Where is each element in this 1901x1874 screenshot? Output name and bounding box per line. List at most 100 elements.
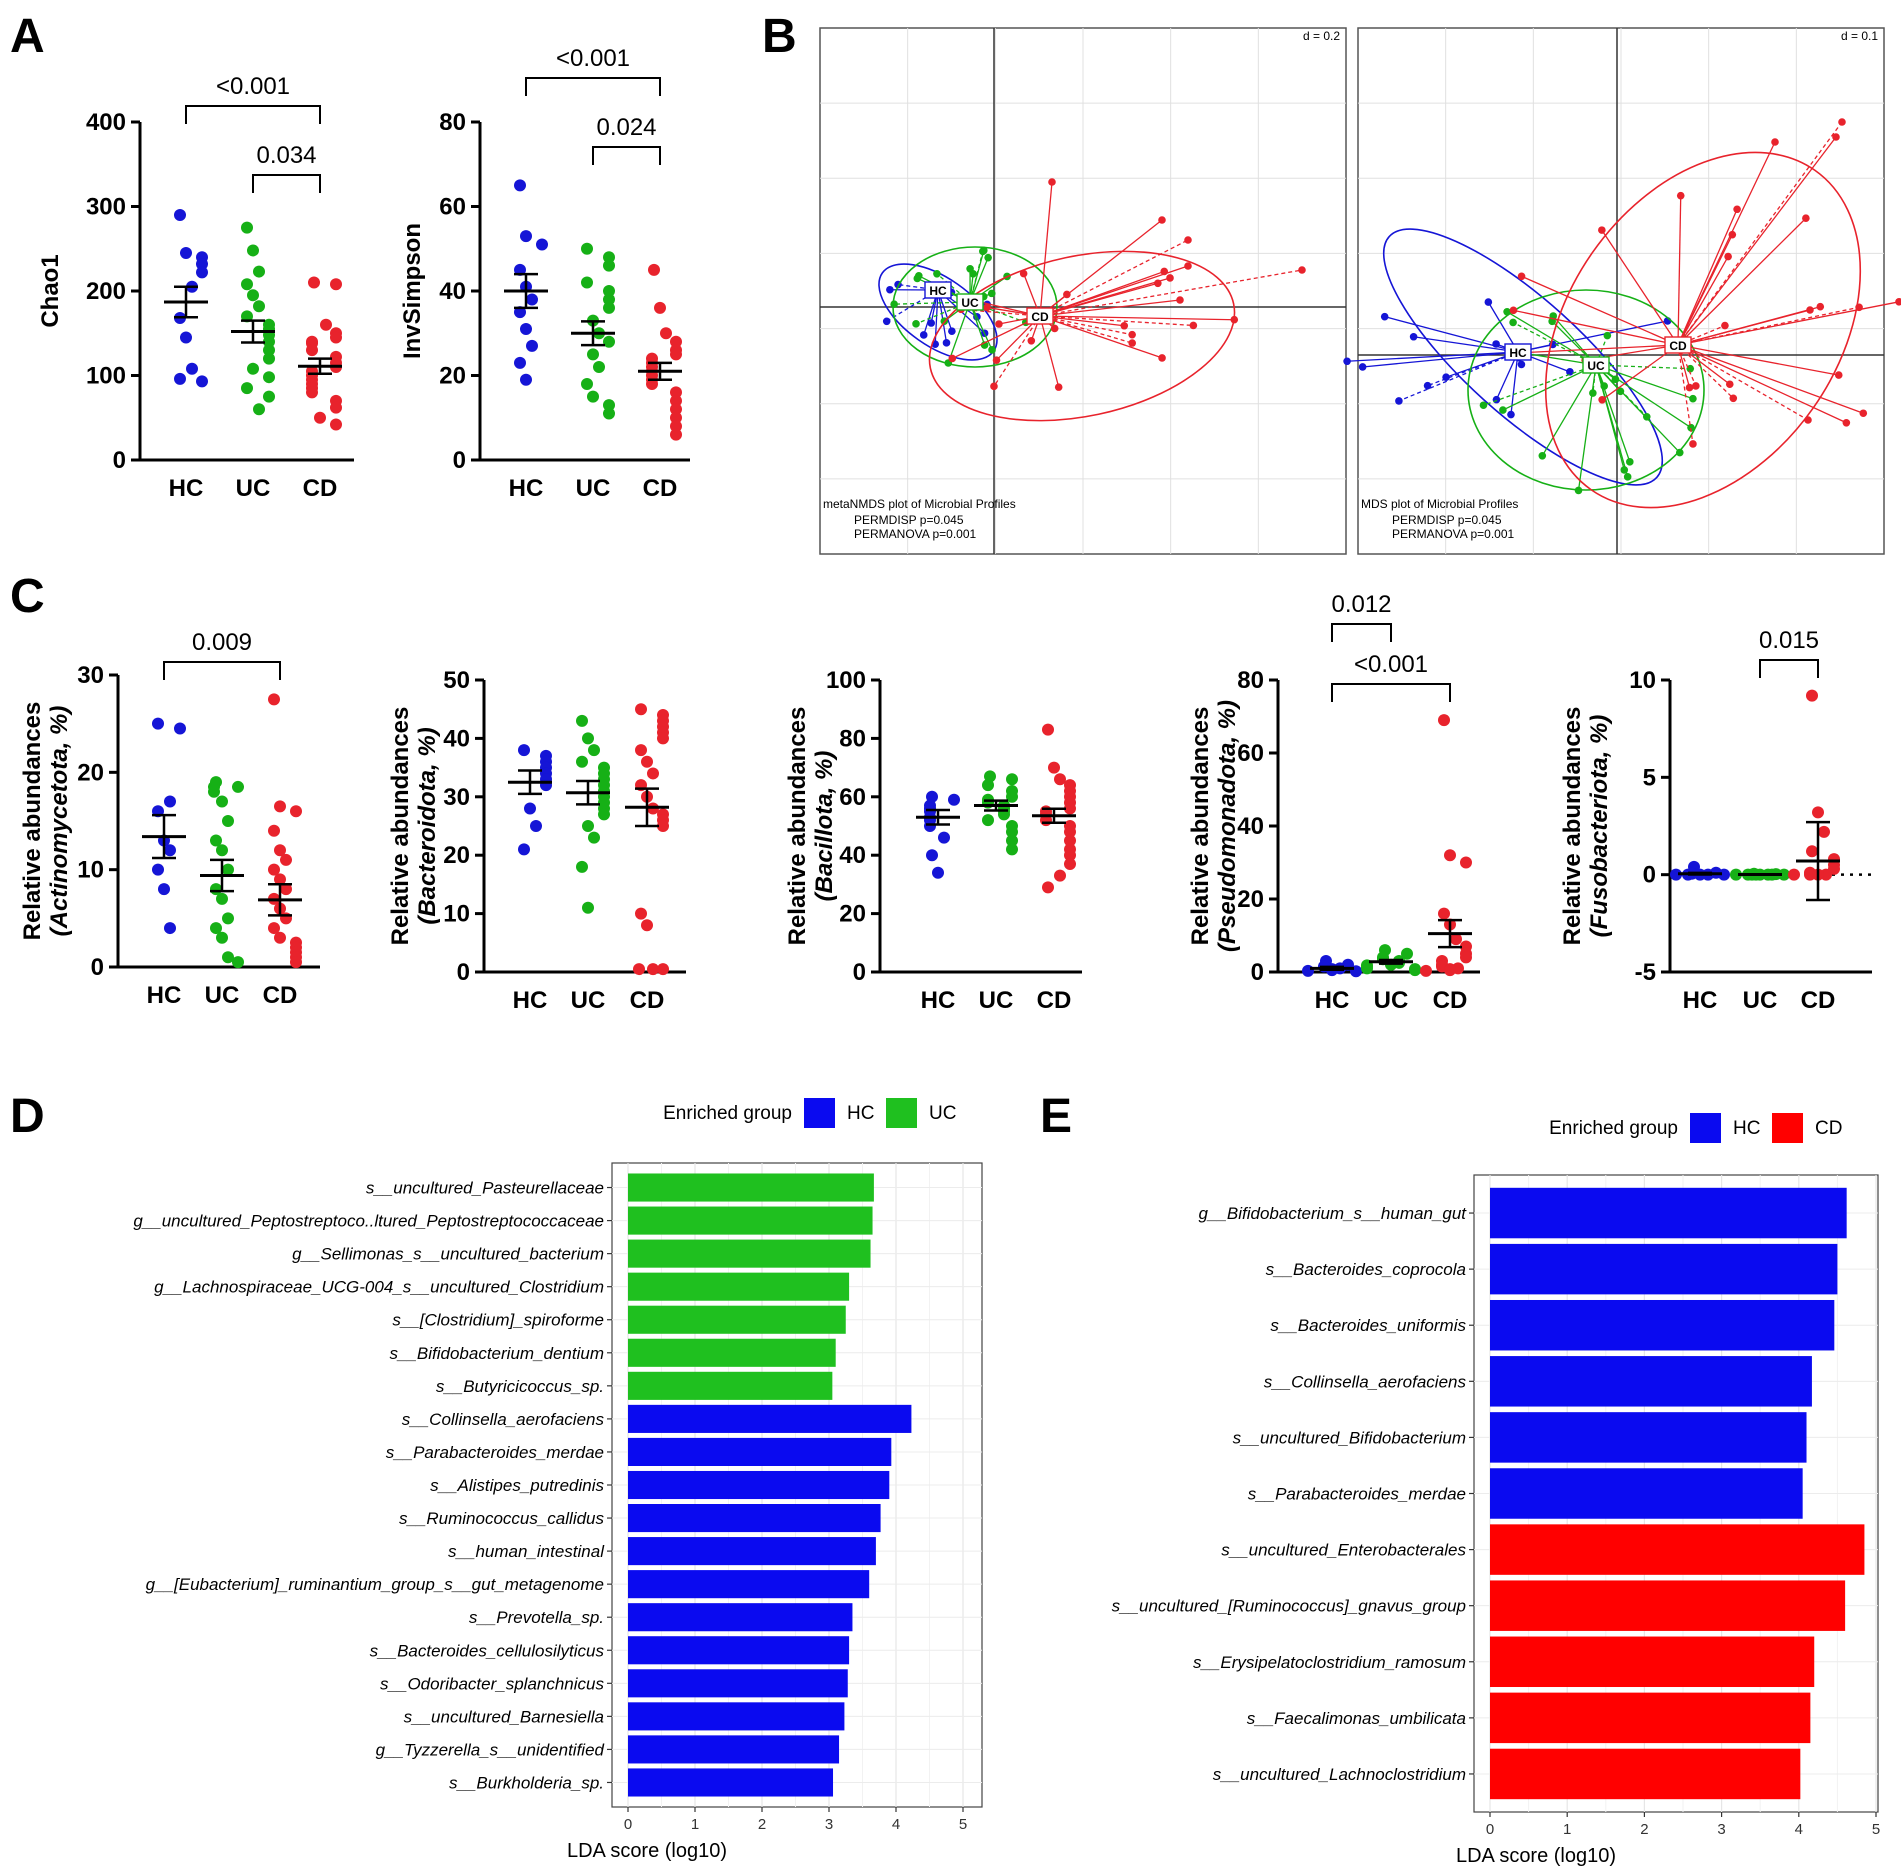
data-point-uc [1361, 962, 1373, 975]
sample-point-hc [948, 327, 956, 336]
data-point-cd [268, 693, 280, 706]
spider-line-cd [1677, 195, 1682, 346]
legend-swatch-cd [1772, 1113, 1803, 1143]
sample-point-cd [1128, 339, 1137, 347]
spider-line-hc [1413, 336, 1519, 353]
data-point-uc [982, 814, 994, 827]
data-point-hc [524, 802, 536, 815]
y-axis-label-top: Relative abundances [1559, 707, 1586, 946]
sample-point-uc [1574, 486, 1583, 495]
data-point-uc [576, 860, 588, 873]
data-point-uc [253, 300, 265, 313]
category-label-uc: UC [236, 475, 271, 502]
y-axis-label-bottom: (Pseudomonadota, %) [1214, 700, 1241, 952]
sample-point-hc [1492, 340, 1500, 348]
y-tick-label: 0 [91, 954, 104, 981]
sample-point-uc [915, 272, 923, 280]
y-tick-label: 0 [1643, 862, 1656, 889]
lda-bar-hc [628, 1636, 850, 1665]
data-point-cd [268, 824, 280, 837]
data-point-cd [647, 767, 659, 780]
p-value-label: 0.024 [596, 114, 656, 141]
spider-line-uc [1595, 364, 1692, 429]
category-label-cd: CD [1037, 987, 1072, 1014]
data-point-uc [603, 399, 615, 412]
spider-line-cd [993, 315, 1041, 387]
spider-line-hc [1510, 351, 1519, 415]
group-ellipse-cd [928, 250, 1236, 422]
taxon-label: s__Faecalimonas_umbilicata [1247, 1709, 1466, 1728]
taxon-label: s__Parabacteroides_merdae [386, 1443, 604, 1462]
plot-title: metaNMDS plot of Microbial Profiles [823, 497, 1016, 511]
category-label-uc: UC [979, 987, 1014, 1014]
significance-bracket [1759, 659, 1819, 678]
category-label-hc: HC [169, 475, 204, 502]
sample-point-hc [919, 331, 928, 339]
category-label-cd: CD [263, 982, 298, 1009]
centroid-label-hc: HC [929, 284, 947, 298]
taxon-label: s__uncultured_[Ruminococcus]_gnavus_grou… [1112, 1597, 1466, 1616]
sample-point-cd [1832, 133, 1840, 141]
sample-point-uc [912, 320, 920, 328]
data-point-uc [216, 892, 228, 905]
sample-point-cd [1019, 269, 1028, 278]
data-point-cd [1054, 773, 1066, 786]
taxon-label: s__uncultured_Enterobacterales [1221, 1541, 1466, 1560]
data-point-cd [670, 386, 682, 399]
y-tick-label: 80 [839, 725, 866, 752]
significance-bracket [185, 105, 321, 124]
panel-letter-b: B [762, 10, 797, 63]
y-tick-label: 10 [1629, 667, 1656, 694]
sample-point-uc [1603, 331, 1612, 340]
data-point-cd [1064, 834, 1076, 847]
taxon-label: s__Odoribacter_splanchnicus [380, 1674, 604, 1693]
taxon-label: s__human_intestinal [448, 1542, 605, 1561]
sample-point-uc [1626, 458, 1634, 466]
ordination-plot-b1: d = 0.2 HC UC CD metaNMDS plot of Microbial … [819, 27, 1347, 555]
data-point-uc [603, 335, 615, 348]
spider-line-cd [1521, 275, 1679, 346]
spider-line-cd [1039, 315, 1060, 388]
spider-line-uc [1595, 335, 1608, 366]
data-point-uc [210, 834, 222, 847]
permanova-label: PERMANOVA p=0.001 [854, 527, 977, 541]
data-point-hc [526, 339, 538, 352]
dot-plot-a1: 0 100 200 300 400 Chao1 HC UC CD <0.001 0.034 [37, 73, 354, 502]
lda-bar-hc [628, 1537, 876, 1566]
lda-bar-hc [1490, 1468, 1803, 1519]
data-point-uc [587, 348, 599, 361]
data-point-uc [253, 265, 265, 278]
category-label-uc: UC [1743, 987, 1778, 1014]
data-point-cd [1064, 802, 1076, 815]
data-point-cd [670, 411, 682, 424]
y-tick-label: 20 [77, 759, 104, 786]
category-label-cd: CD [303, 475, 338, 502]
data-point-uc [1006, 790, 1018, 803]
permdisp-label: PERMDISP p=0.045 [1392, 513, 1502, 527]
sample-point-cd [1729, 394, 1738, 403]
group-ellipse-uc [1467, 289, 1705, 491]
sample-point-hc [1343, 357, 1351, 366]
spider-line-uc [1595, 364, 1681, 453]
p-value-label: <0.001 [216, 73, 290, 100]
sample-point-cd [1048, 178, 1056, 186]
taxon-label: g__Sellimonas_s__uncultured_bacterium [292, 1245, 604, 1264]
data-point-cd [1064, 857, 1076, 870]
sample-point-hc [1380, 312, 1389, 321]
x-tick-label: 5 [1872, 1821, 1880, 1838]
data-point-uc [603, 293, 615, 306]
sample-point-cd [990, 382, 998, 391]
spider-line-cd [1039, 315, 1125, 327]
spider-line-uc [1483, 364, 1597, 406]
y-tick-label: 100 [826, 667, 866, 694]
data-point-uc [263, 344, 275, 357]
taxon-label: s__Erysipelatoclostridium_ramosum [1193, 1653, 1466, 1672]
data-point-uc [582, 732, 594, 745]
data-point-cd [1806, 689, 1818, 702]
spider-line-cd [952, 315, 1041, 360]
data-point-cd [1450, 933, 1462, 946]
sample-point-uc [933, 269, 941, 278]
data-point-cd [1054, 869, 1066, 882]
sample-point-cd [983, 303, 991, 312]
data-point-uc [576, 755, 588, 768]
